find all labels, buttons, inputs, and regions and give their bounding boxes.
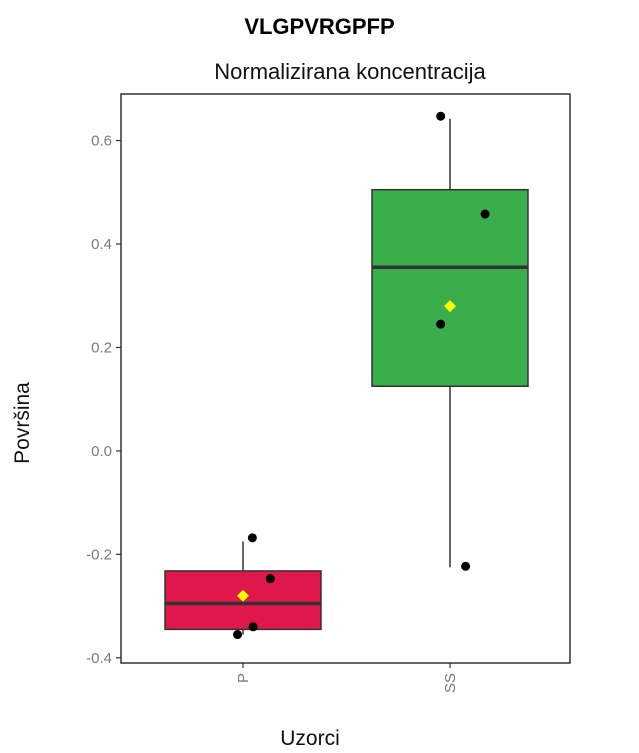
chart-card: Normalizirana koncentracija -0.4 -0.2 0.0 0…: [48, 46, 625, 724]
mean-marker: [237, 589, 249, 602]
chart-subtitle: Normalizirana koncentracija: [214, 59, 486, 84]
data-point: [480, 209, 490, 219]
y-tick-label: 0.2: [91, 339, 112, 356]
data-point: [436, 111, 446, 121]
mean-marker: [444, 300, 456, 313]
box-body: [371, 188, 529, 388]
box-p: [164, 533, 322, 640]
data-point: [248, 622, 258, 632]
x-axis-title: Uzorci: [280, 727, 340, 750]
box-ss: [371, 111, 529, 571]
box-plot: Normalizirana koncentracija -0.4 -0.2 0.0 0…: [86, 59, 571, 693]
data-point: [233, 630, 243, 640]
data-point: [461, 561, 471, 571]
data-point: [265, 574, 275, 584]
plot-panel-border: [120, 93, 571, 664]
page-title: VLGPVRGPFP: [244, 14, 395, 39]
x-tick-label: SS: [442, 673, 459, 693]
y-tick-label: -0.2: [86, 546, 112, 563]
data-point: [247, 533, 257, 543]
x-axis-ticks: P SS: [235, 663, 459, 693]
plot-layer: [120, 93, 571, 664]
y-tick-label: 0.0: [91, 443, 112, 460]
y-tick-label: 0.6: [91, 133, 112, 150]
data-point: [436, 319, 446, 329]
y-axis-ticks: -0.4 -0.2 0.0 0.2 0.4 0.6: [86, 133, 121, 667]
x-tick-label: P: [235, 673, 252, 683]
y-tick-label: -0.4: [86, 650, 112, 667]
y-axis-title: Površina: [11, 382, 34, 464]
y-tick-label: 0.4: [91, 236, 112, 253]
